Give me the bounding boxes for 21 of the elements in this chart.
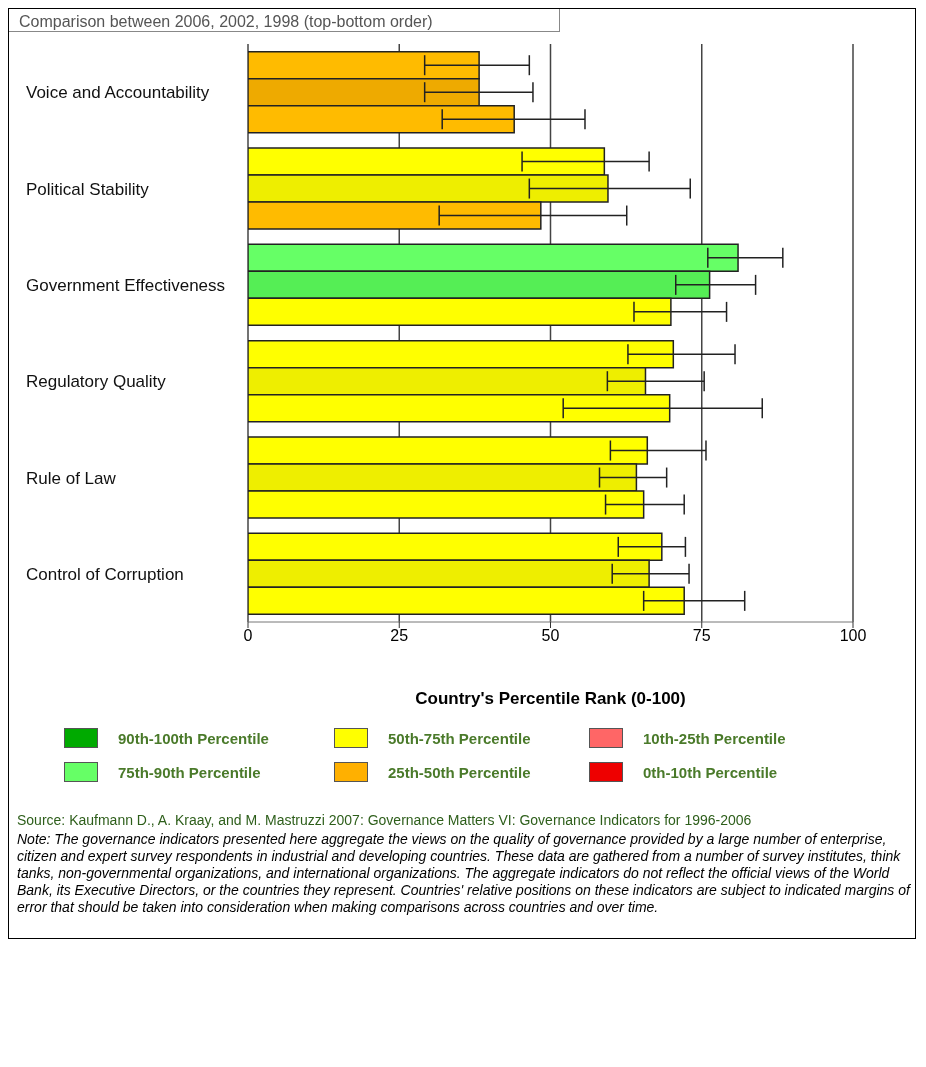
y-tick-label: Control of Corruption (26, 564, 184, 584)
x-tick-label: 75 (692, 627, 711, 645)
x-tick-label: 50 (541, 627, 560, 645)
legend-label: 25th-50th Percentile (388, 763, 531, 781)
x-tick-label: 0 (243, 627, 253, 645)
y-tick-label: Government Effectiveness (26, 275, 226, 295)
y-tick-label: Rule of Law (26, 468, 117, 488)
legend-label: 0th-10th Percentile (643, 763, 778, 781)
y-tick-label: Voice and Accountability (26, 83, 210, 103)
text: Note: The governance indicators presented here aggregate the views on the quality of governance provided by a large number of enterprise, citizen and expert survey respondents in industrial and developing countries. These data are gathered from a number of survey institutes, think tanks, non-governmental organizations, and international organizations. The aggregate indicators do not reflect the official views of the World Bank, its Executive Directors, or the countries they represent. Countries' relative positions on these indicators are subject to indicated margins of error that should be taken into consideration when making comparisons across countries and over time. (17, 831, 911, 916)
legend-label: 90th-100th Percentile (118, 729, 269, 747)
legend-label: 75th-90th Percentile (118, 763, 261, 781)
legend-label: 50th-75th Percentile (388, 729, 531, 747)
legend-label: 10th-25th Percentile (643, 729, 786, 747)
chart-title: Comparison between 2006, 2002, 1998 (top-bottom order) (9, 9, 560, 32)
x-tick-label: 25 (390, 627, 409, 645)
x-axis-title: Country's Percentile Rank (0-100) (415, 689, 686, 708)
y-tick-label: Political Stability (26, 179, 150, 199)
source-note: Source: Kaufmann D., A. Kraay, and M. Mastruzzi 2007: Governance Matters VI: Governance Indicators for 1996-2006 (17, 812, 753, 829)
x-tick-label: 100 (839, 627, 867, 645)
y-tick-label: Regulatory Quality (26, 372, 167, 392)
